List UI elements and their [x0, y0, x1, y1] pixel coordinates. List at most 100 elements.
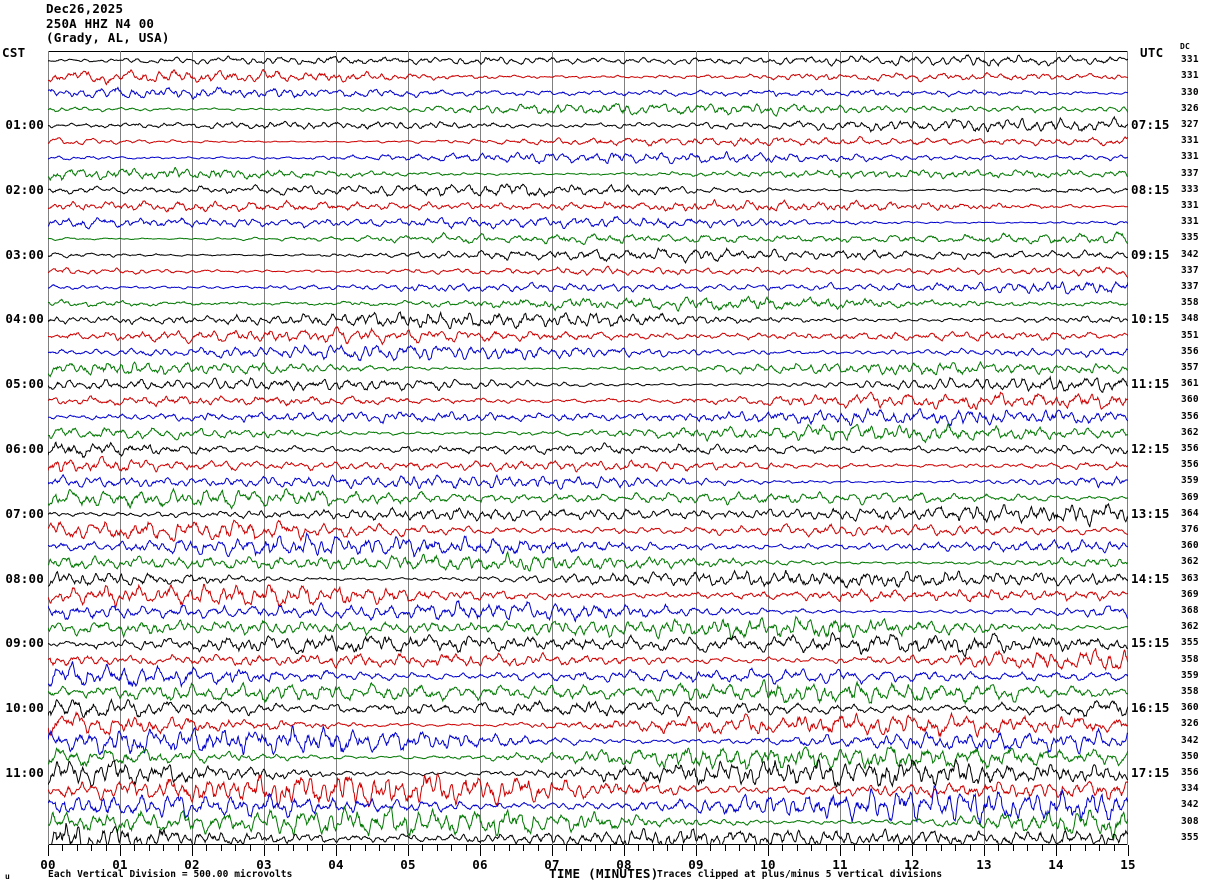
dc-value: 331 — [1181, 54, 1199, 66]
dc-value: 331 — [1181, 151, 1199, 163]
left-time-label-0900: 09:00 — [5, 635, 44, 651]
gridline-minute-12 — [912, 51, 913, 845]
trace-36 — [48, 617, 1128, 640]
dc-value: 348 — [1181, 313, 1199, 325]
right-time-label-1015: 10:15 — [1131, 311, 1170, 327]
left-time-label-1000: 10:00 — [5, 700, 44, 716]
dc-value: 331 — [1181, 199, 1199, 211]
trace-46 — [48, 773, 1128, 806]
trace-15 — [48, 282, 1128, 294]
trace-07 — [48, 152, 1128, 164]
x-tick-minor — [466, 845, 467, 851]
x-tick-minor — [163, 845, 164, 851]
dc-value: 331 — [1181, 70, 1199, 82]
dc-value: 356 — [1181, 459, 1199, 471]
x-tick-minor — [754, 845, 755, 851]
trace-41 — [48, 700, 1128, 718]
x-axis-title: TIME (MINUTES) — [549, 866, 659, 881]
x-tick-minor — [106, 845, 107, 851]
left-time-label-0500: 05:00 — [5, 376, 44, 392]
gridline-minute-01 — [120, 51, 121, 845]
x-tick-label-06: 06 — [472, 857, 488, 872]
trace-05 — [48, 117, 1128, 132]
trace-49 — [48, 823, 1128, 845]
x-tick-minor — [581, 845, 582, 851]
dc-value: 358 — [1181, 297, 1199, 309]
trace-25 — [48, 442, 1128, 457]
dc-value: 376 — [1181, 524, 1199, 536]
left-time-label-0600: 06:00 — [5, 441, 44, 456]
dc-value: 362 — [1181, 556, 1199, 568]
x-tick-minor — [710, 845, 711, 851]
dc-value: 356 — [1181, 410, 1199, 422]
dc-value: 360 — [1181, 702, 1199, 714]
x-tick-major — [408, 845, 409, 856]
dc-value: 351 — [1181, 329, 1199, 341]
dc-value: 337 — [1181, 280, 1199, 292]
trace-09 — [48, 184, 1128, 196]
dc-value: 350 — [1181, 750, 1199, 762]
dc-value: 356 — [1181, 767, 1199, 779]
x-tick-minor — [250, 845, 251, 851]
x-tick-minor — [1013, 845, 1014, 851]
left-time-label-0200: 02:00 — [5, 181, 44, 197]
dc-value: 342 — [1181, 248, 1199, 260]
dc-value: 356 — [1181, 345, 1199, 357]
x-tick-minor — [1114, 845, 1115, 851]
gridline-minute-02 — [192, 51, 193, 845]
x-tick-minor — [869, 845, 870, 851]
x-tick-minor — [206, 845, 207, 851]
x-tick-major — [336, 845, 337, 856]
dc-value: 359 — [1181, 475, 1199, 487]
dc-value: 330 — [1181, 86, 1199, 98]
gridline-minute-09 — [696, 51, 697, 845]
plot-border-left — [48, 51, 49, 845]
x-tick-minor — [350, 845, 351, 851]
gridline-minute-08 — [624, 51, 625, 845]
scale-note: Each Vertical Division = 500.00 microvol… — [48, 869, 293, 880]
trace-18 — [48, 327, 1128, 344]
right-time-label-1215: 12:15 — [1131, 441, 1170, 456]
trace-10 — [48, 200, 1128, 212]
trace-44 — [48, 747, 1128, 769]
seismogram-plot[interactable] — [48, 51, 1128, 845]
x-tick-major — [552, 845, 553, 856]
left-timezone-label: CST — [2, 45, 26, 60]
x-tick-minor — [451, 845, 452, 851]
x-tick-minor — [523, 845, 524, 851]
trace-01 — [48, 55, 1128, 66]
x-tick-major — [624, 845, 625, 856]
dc-value: 342 — [1181, 734, 1199, 746]
trace-13 — [48, 248, 1128, 263]
x-axis — [48, 845, 1129, 861]
right-time-label-1315: 13:15 — [1131, 505, 1170, 521]
trace-26 — [48, 456, 1128, 472]
x-tick-minor — [998, 845, 999, 851]
header-date: Dec26,2025 — [46, 1, 124, 16]
x-tick-minor — [854, 845, 855, 851]
trace-08 — [48, 168, 1128, 181]
x-tick-minor — [307, 845, 308, 851]
trace-33 — [48, 570, 1128, 588]
clip-note: Traces clipped at plus/minus 5 vertical … — [657, 869, 943, 880]
dc-value: 359 — [1181, 669, 1199, 681]
dc-value: 369 — [1181, 491, 1199, 503]
x-tick-label-03: 03 — [256, 857, 272, 872]
x-tick-minor — [293, 845, 294, 851]
x-tick-label-07: 07 — [544, 857, 560, 872]
left-time-label-0400: 04:00 — [5, 311, 44, 327]
x-tick-major — [264, 845, 265, 856]
x-tick-minor — [178, 845, 179, 851]
dc-value: 368 — [1181, 605, 1199, 617]
x-tick-label-15: 15 — [1120, 857, 1136, 872]
x-tick-minor — [235, 845, 236, 851]
trace-12 — [48, 232, 1128, 244]
left-time-label-0100: 01:00 — [5, 116, 44, 132]
trace-30 — [48, 520, 1128, 541]
trace-06 — [48, 137, 1128, 147]
x-tick-minor — [149, 845, 150, 851]
dc-value: 333 — [1181, 183, 1199, 195]
dc-value: 357 — [1181, 361, 1199, 373]
dc-value: 361 — [1181, 378, 1199, 390]
micro-mark: u — [5, 872, 10, 881]
